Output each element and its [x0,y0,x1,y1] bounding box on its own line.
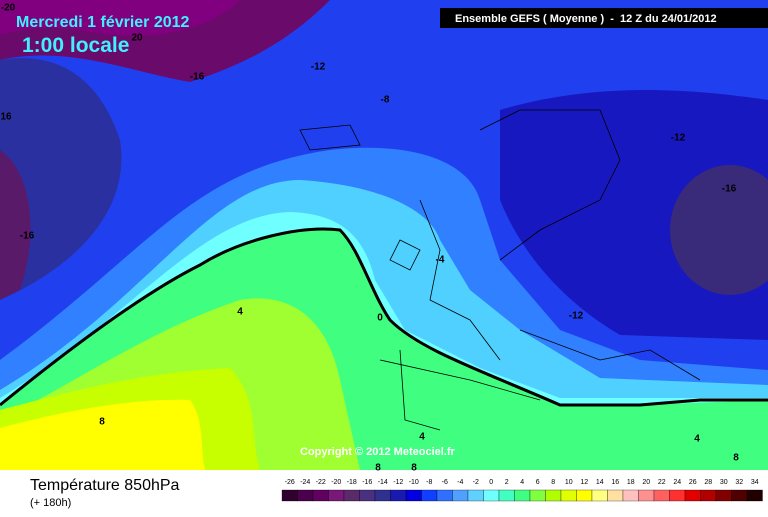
legend-label: 4 [520,479,524,486]
contour-label: 4 [419,432,425,443]
zero-isotherm [0,227,768,407]
legend-swatch [359,489,376,502]
legend-label: -14 [378,479,388,486]
legend-swatch [607,489,624,502]
field-minus-16-west [0,150,31,300]
legend-label: -6 [442,479,448,486]
contour-label: -20 [1,3,16,14]
legend-swatch [622,489,639,502]
legend-swatch [436,489,453,502]
legend-label: 12 [580,479,588,486]
contour-labels: -20 20 -16 -12 -8 16 -12 -16 -16 -4 -12 4 0 8 4 4 8 8 8 [0,3,739,474]
contour-label: 8 [733,453,739,464]
legend-label: -2 [473,479,479,486]
legend-swatch [405,489,422,502]
legend-swatch [374,489,391,502]
legend-swatch [467,489,484,502]
legend-swatch [312,489,329,502]
legend-label: 10 [565,479,573,486]
coastlines [299,109,701,431]
contour-label: 20 [131,33,143,44]
legend-swatch [328,489,345,502]
contour-label: -16 [722,184,737,195]
model-box [440,8,768,28]
contour-label: -4 [436,255,445,266]
legend-label: 28 [704,479,712,486]
legend-label: -24 [300,479,310,486]
legend-label: 8 [551,479,555,486]
footer-title: Température 850hPa [30,477,180,494]
legend-swatch [421,489,438,502]
contour-label: -16 [20,231,35,242]
contour-label: 4 [694,434,700,445]
contour-label: -12 [671,133,686,144]
legend-swatch [638,489,655,502]
contour-label: 8 [411,463,417,474]
legend-swatch [591,489,608,502]
legend-label: 18 [627,479,635,486]
contour-label: -8 [381,95,390,106]
legend-label: 0 [489,479,493,486]
contour-label: -12 [569,311,584,322]
legend-swatch [281,489,298,502]
model: Ensemble GEFS ( Moyenne ) - 12 Z du 24/0… [455,13,717,25]
time: 1:00 locale [22,34,129,57]
footer-subtitle: (+ 180h) [30,497,71,509]
legend-swatch [545,489,562,502]
legend-label: -18 [347,479,357,486]
legend-swatch [731,489,748,502]
contour-label: -12 [311,62,326,73]
legend-label: 6 [536,479,540,486]
legend-label: 30 [720,479,728,486]
legend-swatch [669,489,686,502]
legend-swatch [297,489,314,502]
legend-swatch [576,489,593,502]
contour-label: 0 [377,313,383,324]
legend-label: 34 [751,479,759,486]
legend-swatch [746,489,763,502]
legend-label: -12 [393,479,403,486]
legend-swatch [390,489,407,502]
legend-swatch [452,489,469,502]
legend: -26 -24 -22 -20 -18 -16 -14 -12 -10 -8 -6 -4 -2 0 2 4 6 8… [281,479,763,502]
legend-swatch [653,489,670,502]
legend-label: -16 [362,479,372,486]
legend-label: 24 [673,479,681,486]
legend-swatch [715,489,732,502]
legend-label: -8 [426,479,432,486]
field-minus-12-west [0,58,122,300]
legend-label: 26 [689,479,697,486]
legend-swatch [498,489,515,502]
legend-label: 14 [596,479,604,486]
contour-label: -16 [190,72,205,83]
legend-label: -20 [331,479,341,486]
field-12 [0,399,205,470]
date: Mercredi 1 février 2012 [16,14,190,31]
contour-label: 8 [375,463,381,474]
legend-swatch [483,489,500,502]
legend-swatch [343,489,360,502]
legend-label: 2 [505,479,509,486]
field-minus-22 [0,0,240,36]
map: -20 20 -16 -12 -8 16 -12 -16 -16 -4 -12 4 0 8 4 4 8 8 8 [0,0,768,474]
legend-swatch [684,489,701,502]
legend-label: -26 [285,479,295,486]
legend-swatch [529,489,546,502]
contour-label: 4 [237,307,243,318]
legend-swatch [560,489,577,502]
field-minus-16 [670,165,768,295]
legend-label: -10 [409,479,419,486]
contour-label: 8 [99,417,105,428]
contour-label: 16 [0,112,12,123]
legend-label: 16 [611,479,619,486]
legend-label: -4 [457,479,463,486]
legend-label: -22 [316,479,326,486]
copyright: Copyright © 2012 Meteociel.fr [300,446,456,458]
legend-swatch [700,489,717,502]
legend-swatch [514,489,531,502]
legend-label: 20 [642,479,650,486]
legend-label: 32 [735,479,743,486]
legend-label: 22 [658,479,666,486]
